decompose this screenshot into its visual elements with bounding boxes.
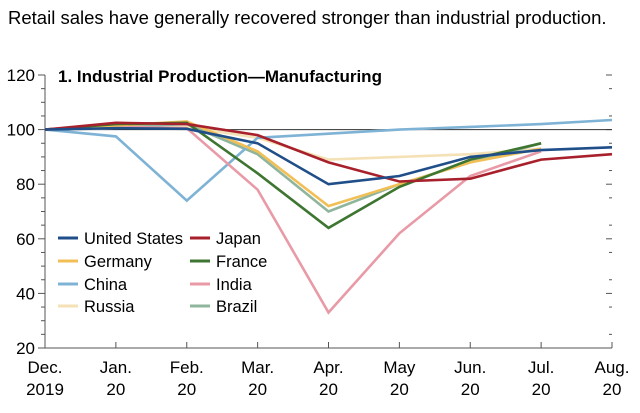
legend-label: Brazil [216, 298, 257, 316]
y-axis: 20 40 60 80 100 120 [7, 66, 46, 358]
x-tick-label: Jul. [528, 358, 554, 377]
legend-item-germany: Germany [58, 253, 153, 271]
x-tick-label: Apr. [313, 358, 343, 377]
x-tick-label-year: 20 [106, 380, 125, 399]
y-tick-label: 20 [16, 339, 35, 358]
x-tick-label-year: 20 [177, 380, 196, 399]
legend-item-india: India [190, 276, 253, 294]
legend-item-china: China [58, 276, 128, 294]
series-line-russia [44, 125, 542, 161]
x-axis: Dec. 2019 Jan. 20 Feb. 20 Mar. 20 Apr. 20 May 20 Jun… [26, 342, 629, 399]
x-tick-label-year: 20 [390, 380, 409, 399]
legend-item-brazil: Brazil [190, 298, 257, 316]
x-tick-label-year: 20 [248, 380, 267, 399]
y-tick-label: 80 [16, 175, 35, 194]
chart-title: 1. Industrial Production—Manufacturing [58, 67, 382, 86]
legend: United States Japan Germany France China Indi… [58, 230, 267, 316]
legend-item-france: France [190, 253, 267, 271]
series-lines [44, 118, 613, 315]
x-tick-label-year: 20 [461, 380, 480, 399]
x-tick-label: Mar. [241, 358, 274, 377]
x-tick-label: Feb. [170, 358, 204, 377]
x-tick-label: May [383, 358, 416, 377]
legend-label: Russia [84, 298, 135, 316]
y-tick-label: 120 [7, 66, 35, 85]
y-tick-label: 40 [16, 284, 35, 303]
legend-label: India [216, 276, 253, 294]
y-tick-label: 100 [7, 121, 35, 140]
legend-label: United States [84, 230, 183, 248]
legend-label: China [84, 276, 128, 294]
legend-item-russia: Russia [58, 298, 135, 316]
series-line-brazil [44, 122, 542, 213]
x-tick-label-year: 2019 [26, 380, 64, 399]
series-line-united-states [44, 126, 613, 186]
x-tick-label-year: 20 [603, 380, 622, 399]
x-tick-label: Jun. [454, 358, 486, 377]
legend-item-japan: Japan [190, 230, 261, 248]
legend-label: France [216, 253, 267, 271]
series-line-china [44, 118, 613, 203]
y-axis-right [606, 74, 612, 349]
series-line-japan [44, 121, 613, 183]
legend-label: Germany [84, 253, 153, 271]
legend-item-united-states: United States [58, 230, 183, 248]
x-tick-label: Dec. [28, 358, 63, 377]
y-tick-label: 60 [16, 230, 35, 249]
x-tick-label: Aug. [595, 358, 630, 377]
chart-subtitle: Retail sales have generally recovered st… [8, 7, 607, 28]
x-tick-label: Jan. [100, 358, 132, 377]
x-tick-label-year: 20 [319, 380, 338, 399]
legend-label: Japan [216, 230, 261, 248]
x-tick-label-year: 20 [532, 380, 551, 399]
